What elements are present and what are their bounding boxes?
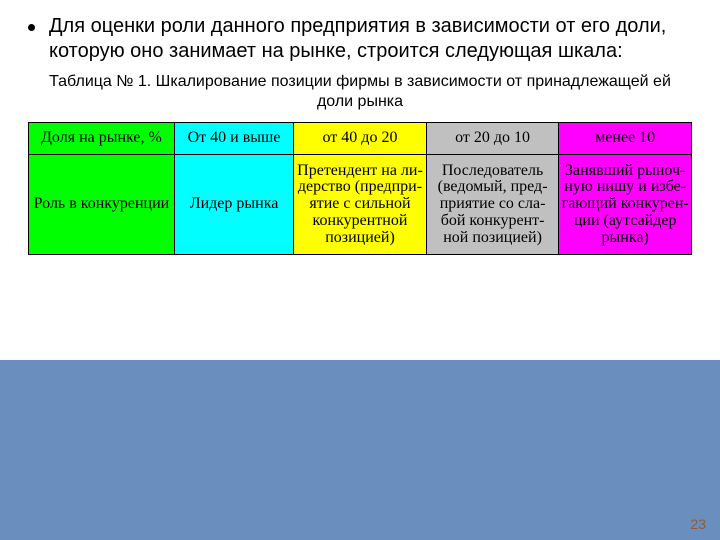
market-share-table: Доля на рынке, % От 40 и выше от 40 до 2… bbox=[28, 122, 692, 255]
body-cell: Занявший рыноч-ную нишу и избе-гающий ко… bbox=[559, 155, 692, 255]
header-cell: От 40 и выше bbox=[174, 123, 293, 155]
bullet-block: Для оценки роли данного предприятия в за… bbox=[28, 14, 692, 64]
body-cell: Претендент на ли-дерство (предпри-ятие с… bbox=[294, 155, 427, 255]
body-cell: Лидер рынка bbox=[174, 155, 293, 255]
header-cell: от 40 до 20 bbox=[294, 123, 427, 155]
bottom-bar bbox=[0, 360, 720, 540]
header-cell: Доля на рынке, % bbox=[29, 123, 175, 155]
bullet-text: Для оценки роли данного предприятия в за… bbox=[49, 14, 692, 64]
header-cell: от 20 до 10 bbox=[426, 123, 559, 155]
header-cell: менее 10 bbox=[559, 123, 692, 155]
table-caption: Таблица № 1. Шкалирование позиции фирмы … bbox=[34, 72, 686, 112]
page-number: 23 bbox=[690, 516, 706, 532]
bullet-dot-icon bbox=[28, 24, 35, 31]
table-header-row: Доля на рынке, % От 40 и выше от 40 до 2… bbox=[29, 123, 692, 155]
table-body-row: Роль в конкуренции Лидер рынка Претенден… bbox=[29, 155, 692, 255]
body-cell: Последователь(ведомый, пред-приятие со с… bbox=[426, 155, 559, 255]
body-cell: Роль в конкуренции bbox=[29, 155, 175, 255]
